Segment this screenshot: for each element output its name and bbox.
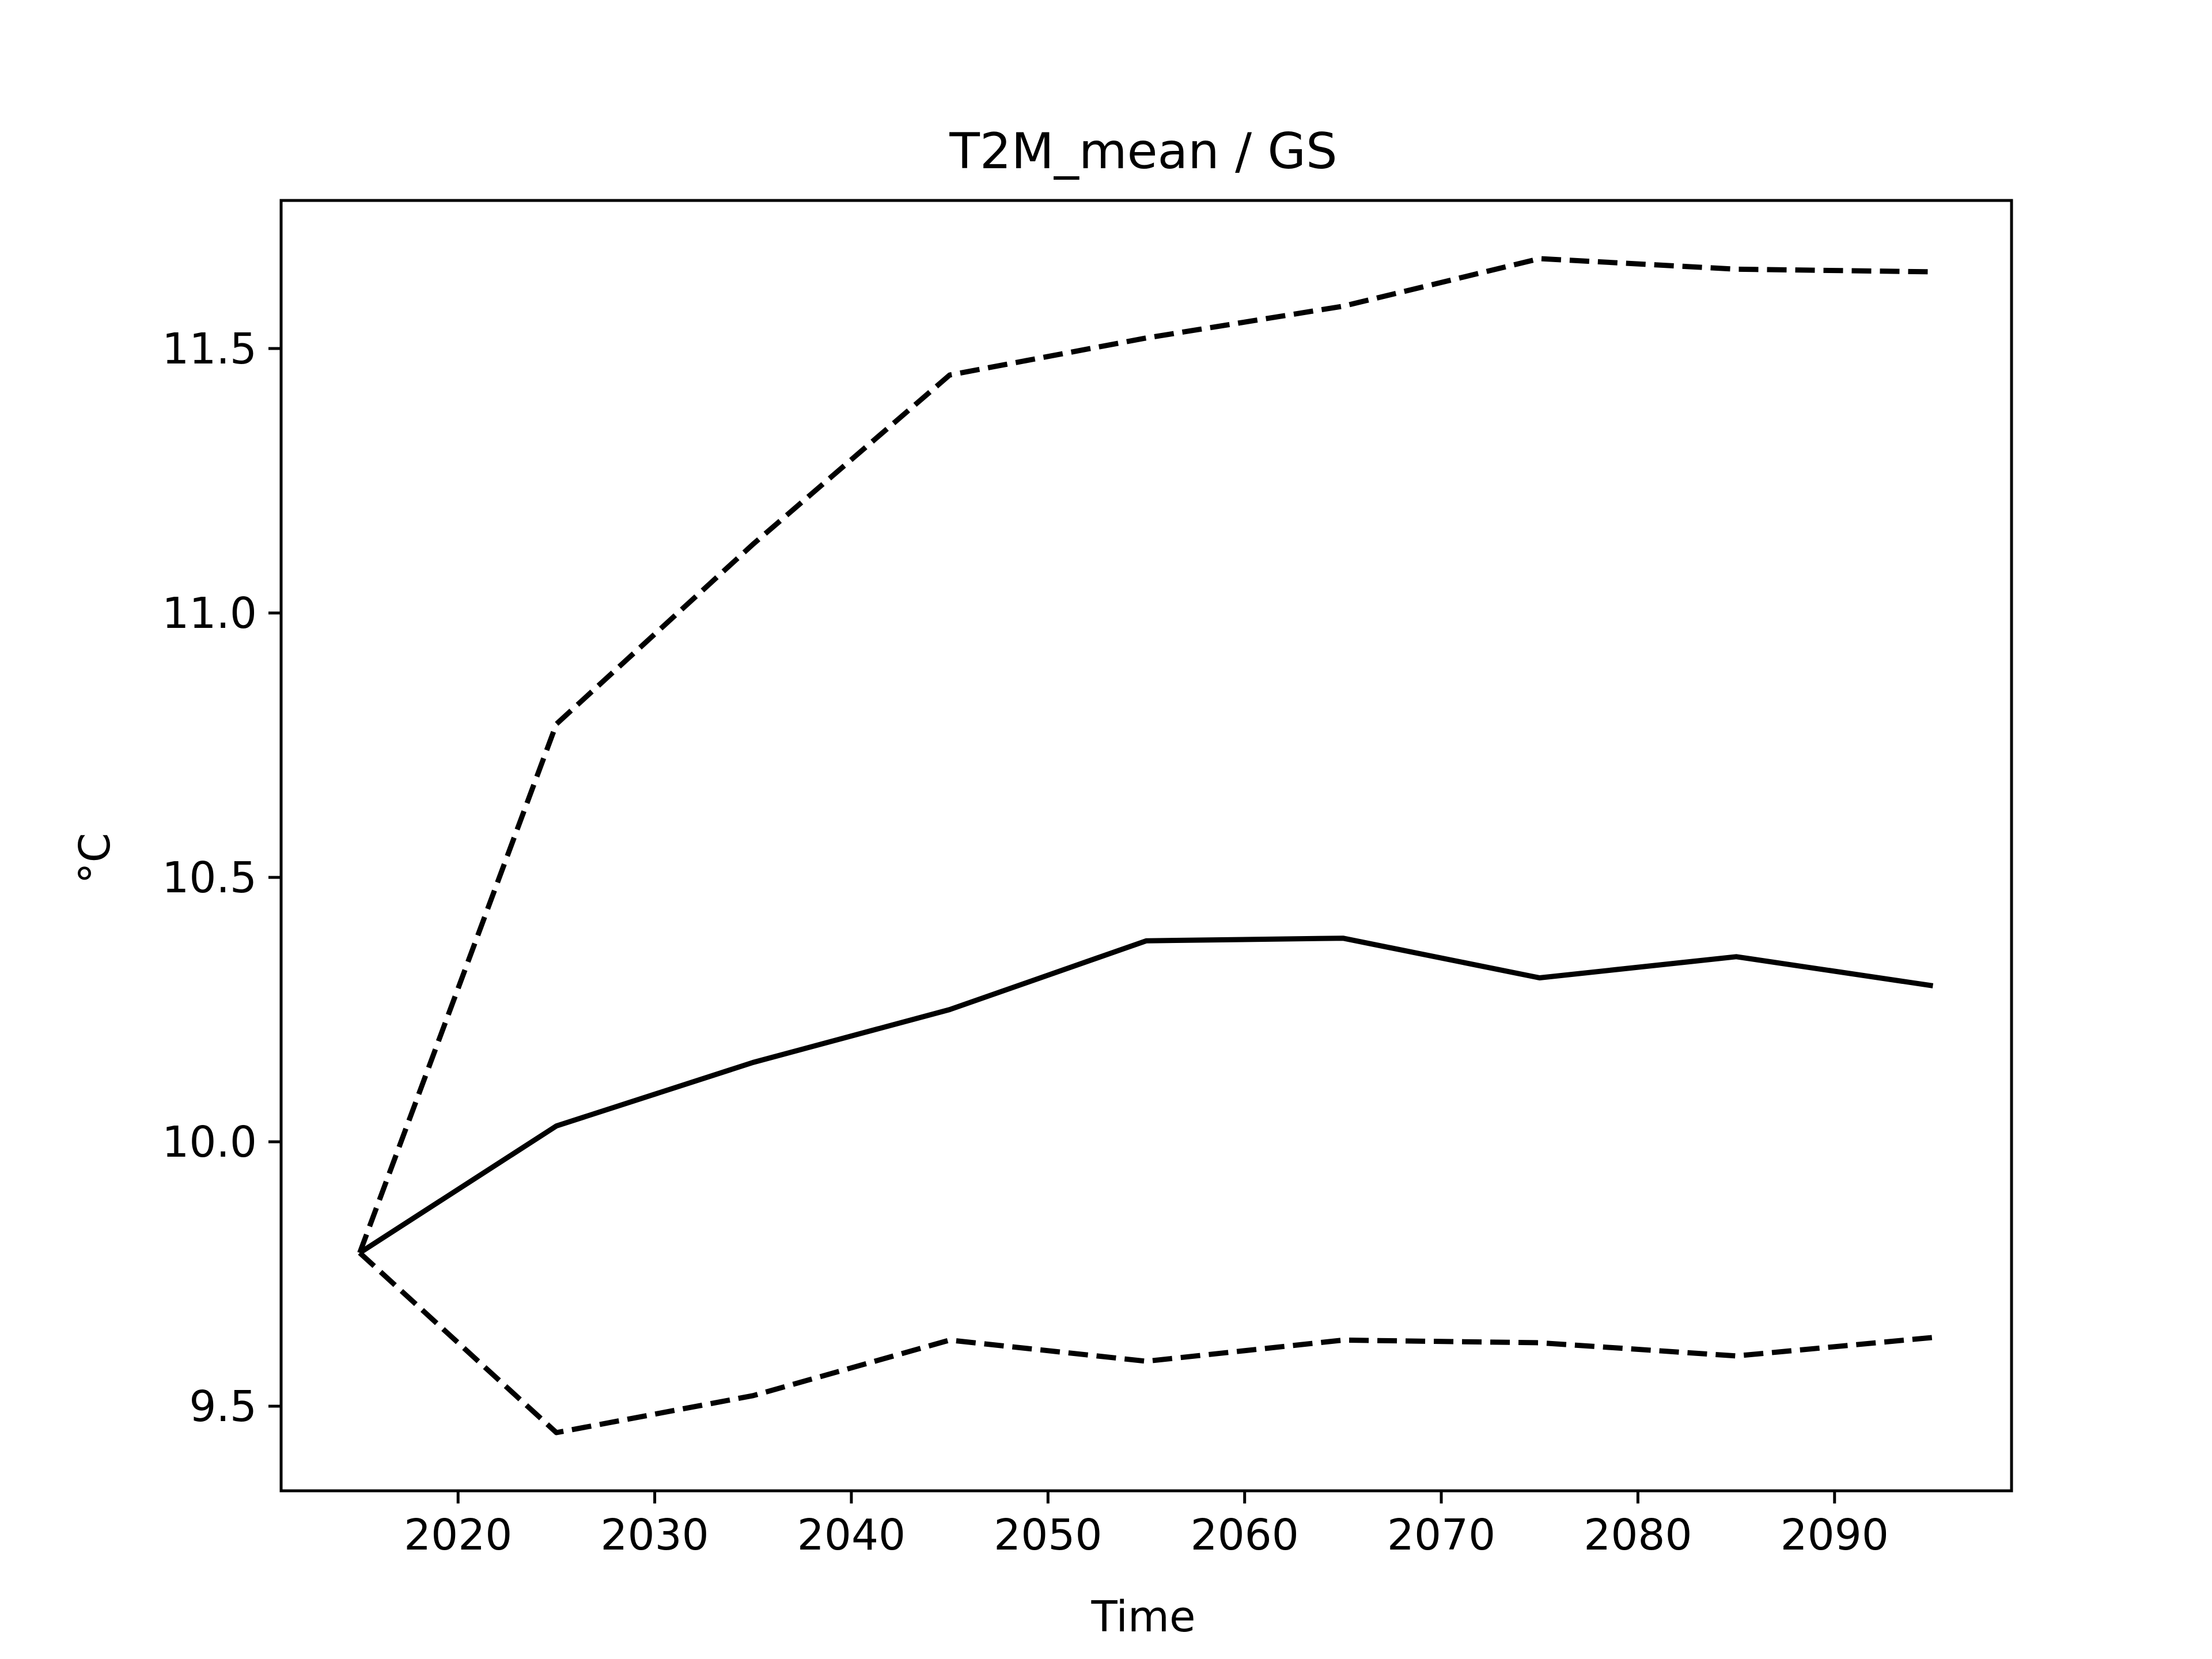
x-tick-label-2020: 2020 [404,1510,512,1560]
plot-area: 2020 2030 2040 2050 2060 2070 2080 2090 9.5 10.0 1… [162,199,2013,1560]
y-tick-label-11.0: 11.0 [162,589,257,638]
y-tick-label-10.5: 10.5 [162,853,257,903]
series-line-1 [358,935,1934,1255]
y-tick-label-11.5: 11.5 [162,324,257,374]
x-tick-label-2040: 2040 [797,1510,906,1560]
x-axis-label: Time [1090,1592,1195,1642]
x-tick-label-2070: 2070 [1387,1510,1495,1560]
series-line-3 [358,1251,1933,1435]
y-tick-label-10.0: 10.0 [162,1118,257,1167]
x-tick-label-2080: 2080 [1584,1510,1692,1560]
chart-title: T2M_mean / GS [949,123,1337,180]
series-line-2 [357,256,1933,1254]
x-tick-label-2060: 2060 [1191,1510,1299,1560]
y-axis-label: °C [70,833,120,884]
y-tick-label-9.5: 9.5 [189,1382,257,1431]
x-tick-label-2090: 2090 [1781,1510,1889,1560]
plot-frame [279,199,2013,1493]
x-tick-label-2050: 2050 [994,1510,1102,1560]
x-tick-label-2030: 2030 [600,1510,709,1560]
